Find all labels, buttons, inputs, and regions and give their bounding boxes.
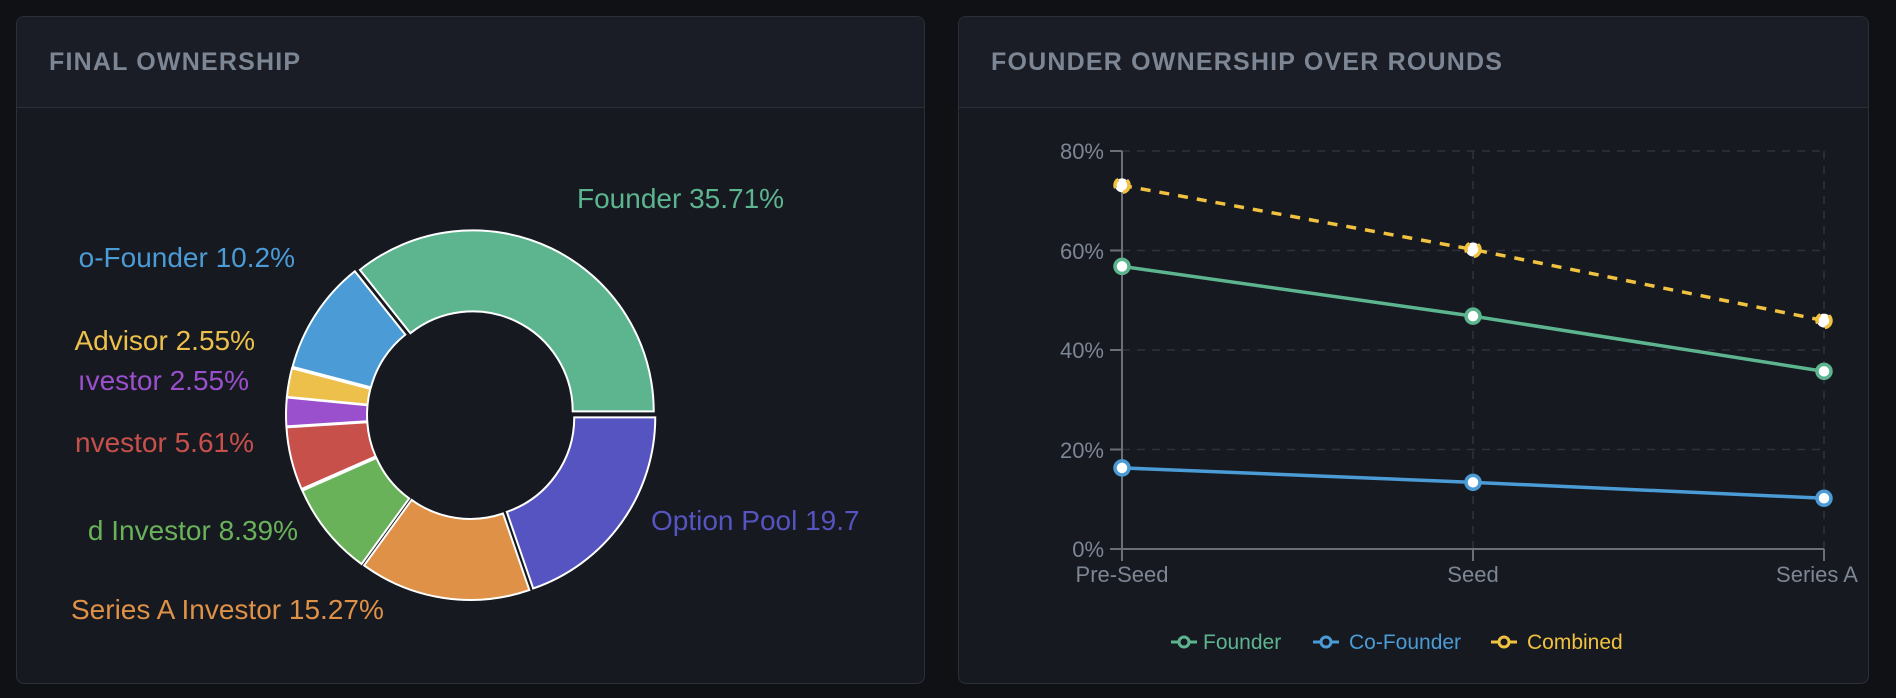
data-point[interactable] [1815,489,1833,508]
label-investor-purple: ıvestor 2.55% [78,365,249,396]
label-seed-investor: d Investor 8.39% [88,515,298,546]
axes [1110,150,1825,561]
label-advisor: Advisor 2.55% [74,325,255,356]
label-founder: Founder 35.71% [577,183,784,214]
y-axis-ticks: 0% 20% 40% 60% 80% [1060,139,1104,562]
slice-co-founder[interactable] [291,269,407,389]
line-circle-icon [1497,635,1511,649]
data-point[interactable] [1464,307,1482,325]
y-tick: 40% [1060,338,1104,363]
donut-chart: Founder 35.71% o-Founder 10.2% Advisor 2… [71,183,860,625]
slice-founder[interactable] [358,229,655,413]
legend-item-co-founder[interactable]: Co-Founder [1313,631,1461,654]
donut-chart-area: Founder 35.71% o-Founder 10.2% Advisor 2… [17,108,924,683]
data-point[interactable] [1815,362,1833,381]
y-tick: 60% [1060,239,1104,264]
data-point[interactable] [1113,176,1131,195]
legend-item-founder[interactable]: Founder [1171,631,1281,654]
y-tick: 80% [1060,139,1104,164]
series-lines [1113,176,1833,508]
line-chart: 0% 20% 40% 60% 80% Pre-Seed Seed Series … [1060,139,1859,654]
label-co-founder: o-Founder 10.2% [79,242,295,273]
slice-investor-purple[interactable] [285,396,369,428]
founder-ownership-panel: FOUNDER OWNERSHIP OVER ROUNDS [958,16,1869,684]
legend-label: Founder [1203,631,1281,654]
data-point[interactable] [1113,459,1131,477]
legend: Founder Co-Founder Combined [1171,631,1623,654]
y-tick: 20% [1060,438,1104,463]
data-point[interactable] [1464,473,1482,492]
panel-header: FOUNDER OWNERSHIP OVER ROUNDS [959,17,1868,108]
legend-label: Combined [1527,631,1623,654]
slice-seed-investor[interactable] [301,456,411,566]
final-ownership-panel: FINAL OWNERSHIP Founder 35.71% o-Founder… [16,16,925,684]
data-point[interactable] [1113,257,1131,276]
label-series-a-investor: Series A Investor 15.27% [71,594,384,625]
y-tick: 0% [1072,537,1104,562]
slice-investor-red[interactable] [285,421,377,491]
grid [1122,150,1825,549]
panel-header: FINAL OWNERSHIP [17,17,924,108]
slice-option-pool[interactable] [505,416,657,590]
x-tick-seed: Seed [1447,562,1498,587]
line-chart-area: 0% 20% 40% 60% 80% Pre-Seed Seed Series … [959,108,1868,683]
donut-slices [285,229,657,601]
panel-title: FINAL OWNERSHIP [49,47,302,76]
data-point[interactable] [1464,240,1482,259]
data-point[interactable] [1815,311,1833,330]
x-axis-ticks: Pre-Seed Seed Series A [1076,562,1859,587]
panel-title: FOUNDER OWNERSHIP OVER ROUNDS [991,47,1504,76]
line-circle-icon [1319,635,1333,649]
x-tick-pre-seed: Pre-Seed [1076,562,1169,587]
legend-label: Co-Founder [1349,631,1461,654]
label-investor-red: nvestor 5.61% [75,427,254,458]
legend-item-combined[interactable]: Combined [1491,631,1623,654]
label-option-pool: Option Pool 19.7 [651,505,860,536]
slice-series-a-investor[interactable] [362,498,531,601]
line-combined [1121,183,1825,323]
line-circle-icon [1177,635,1191,649]
x-tick-series-a: Series A [1776,562,1858,587]
